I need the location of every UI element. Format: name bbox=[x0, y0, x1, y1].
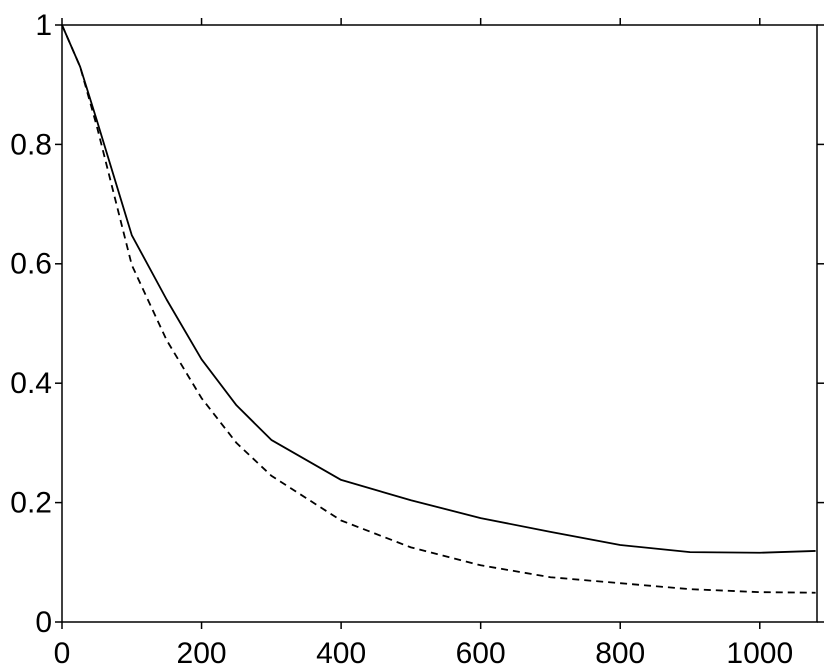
x-tick-label: 0 bbox=[54, 637, 71, 668]
y-tick-label: 0.4 bbox=[10, 367, 52, 400]
x-tick-label: 1000 bbox=[726, 637, 793, 668]
y-tick-label: 1 bbox=[35, 9, 52, 42]
x-tick-label: 600 bbox=[456, 637, 506, 668]
y-tick-label: 0.8 bbox=[10, 128, 52, 161]
y-tick-label: 0 bbox=[35, 606, 52, 639]
x-tick-label: 400 bbox=[316, 637, 366, 668]
plot-frame bbox=[61, 24, 818, 623]
x-tick-label: 800 bbox=[595, 637, 645, 668]
x-tick-label: 200 bbox=[177, 637, 227, 668]
data-line bbox=[61, 24, 816, 554]
y-tick-label: 0.2 bbox=[10, 487, 52, 520]
y-tick-label: 0.6 bbox=[10, 248, 52, 281]
